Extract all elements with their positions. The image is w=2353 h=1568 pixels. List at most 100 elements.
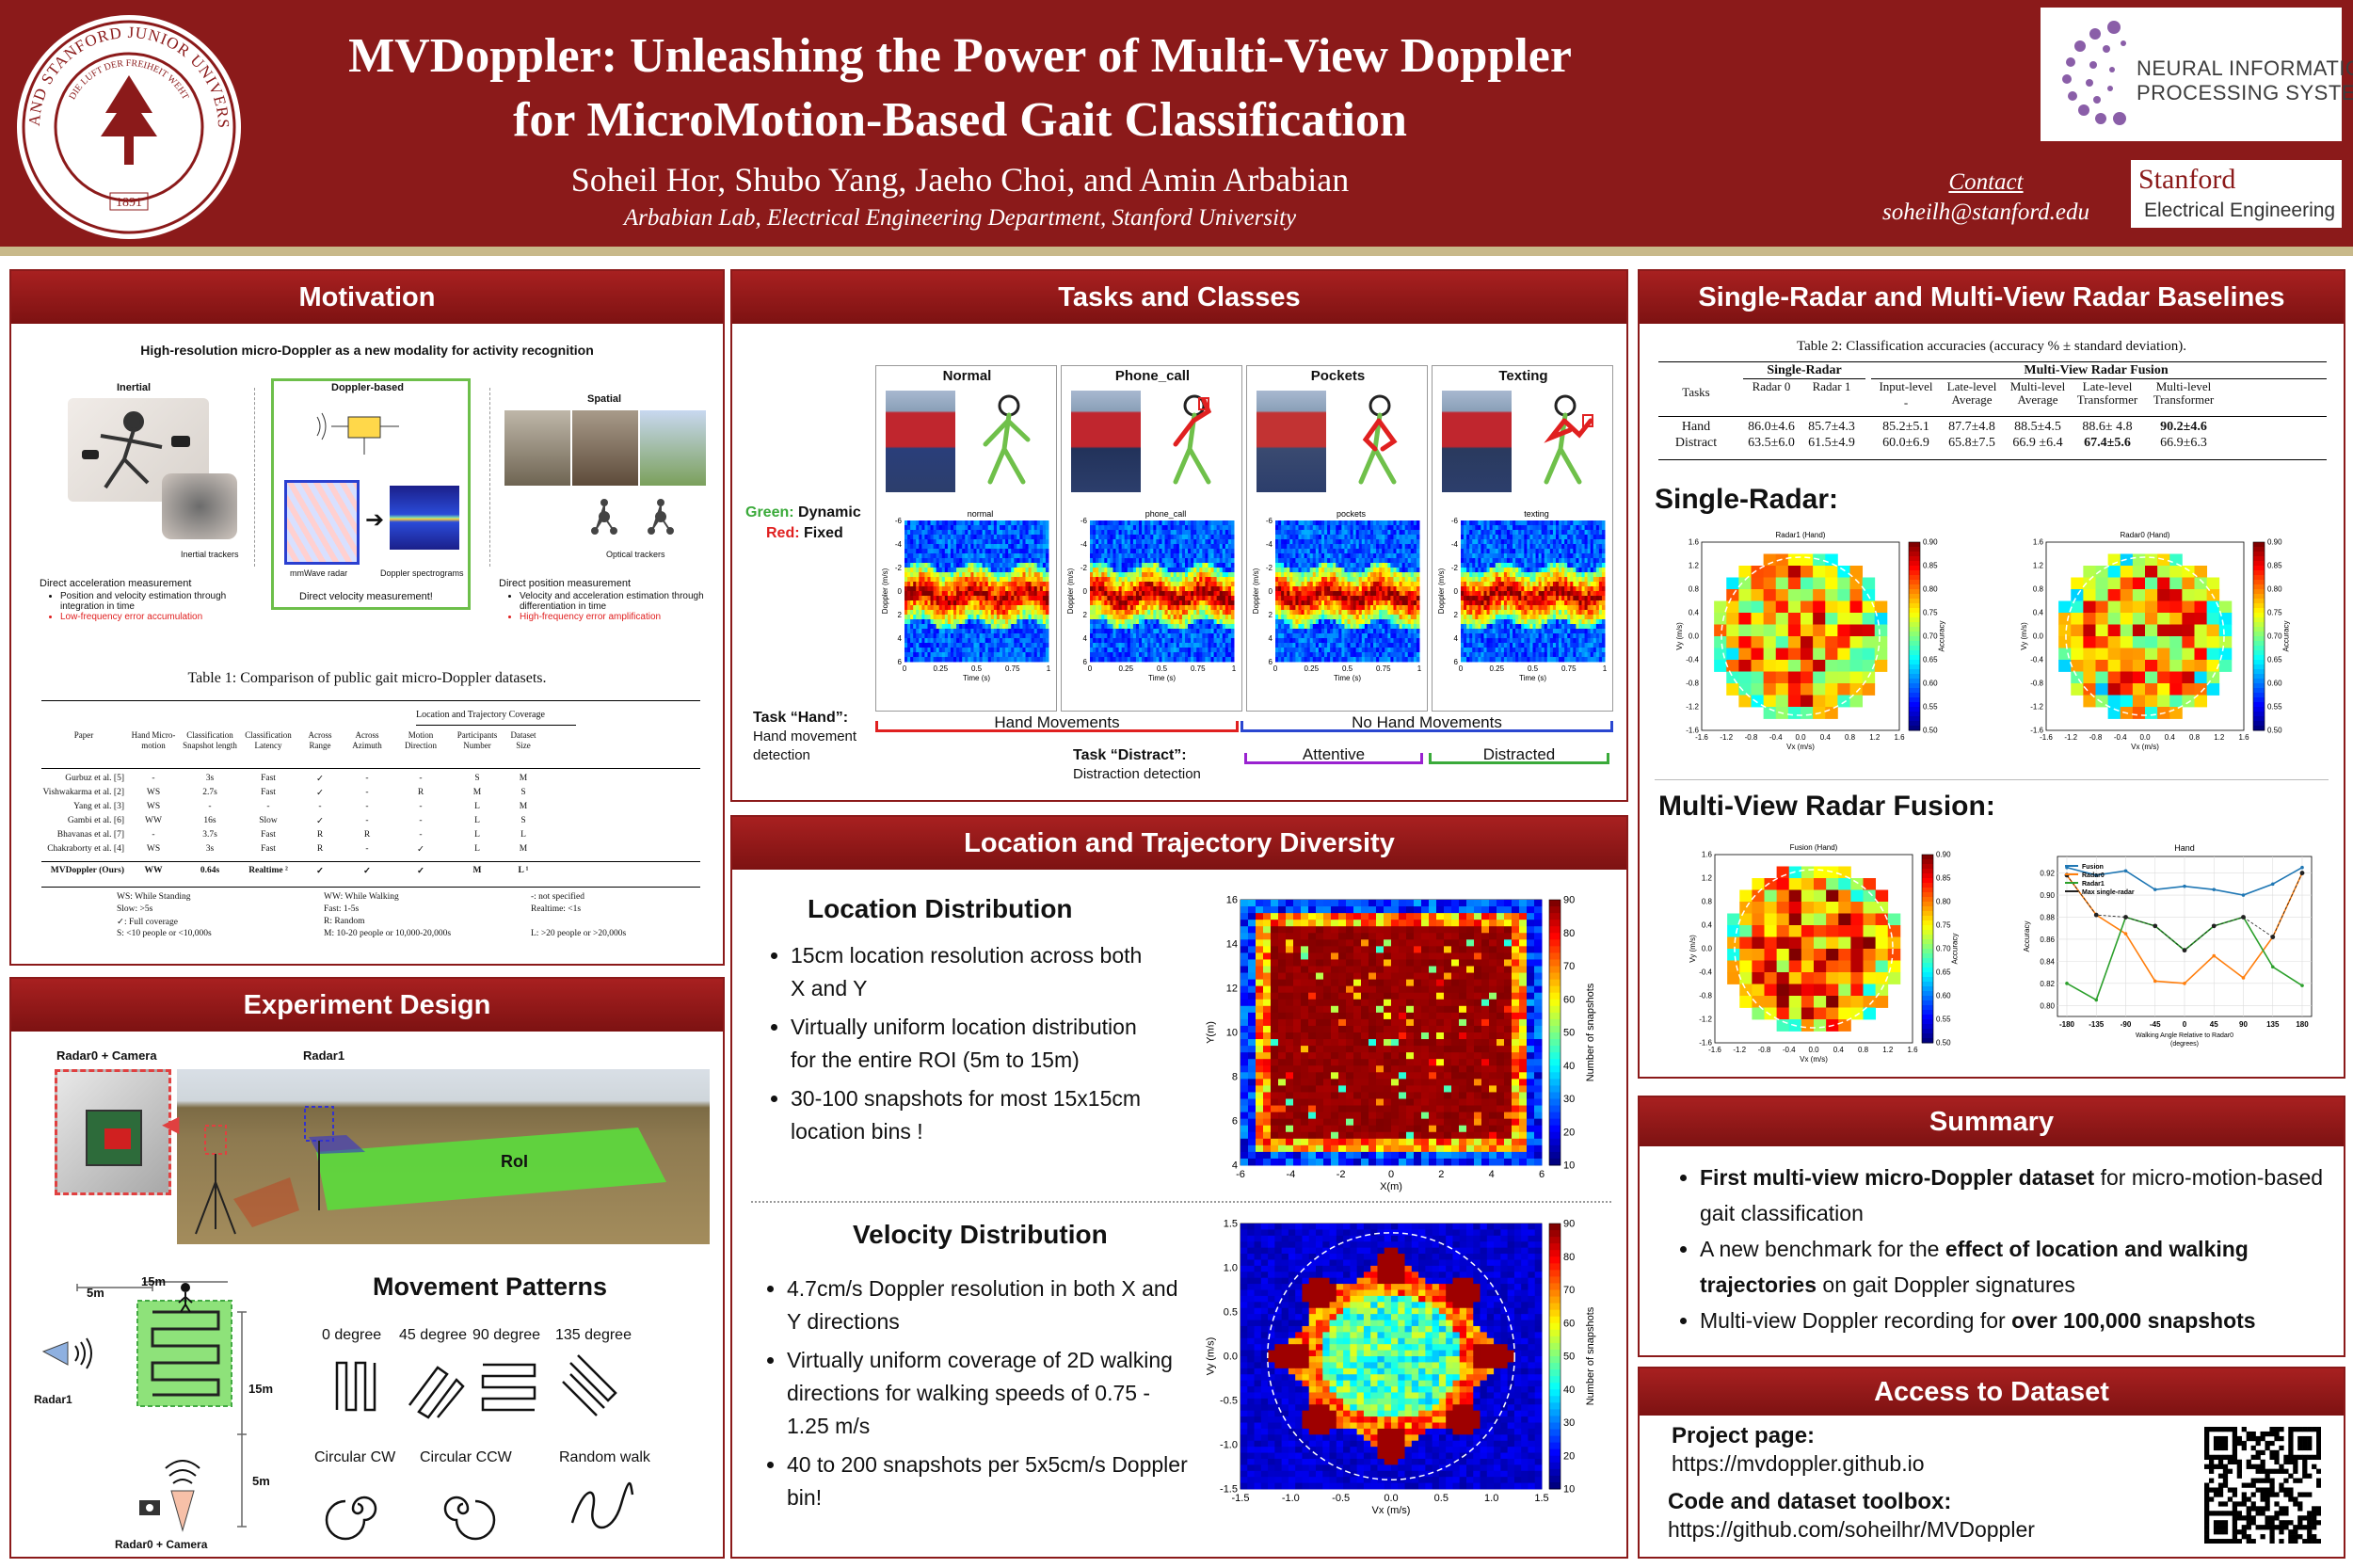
velocity-bullet: 4.7cm/s Doppler resolution in both X and… <box>787 1272 1188 1338</box>
heatmap-ytick: 0.0 <box>1702 945 1713 953</box>
table2-cell: 65.8±7.5 <box>1948 436 1995 450</box>
summary-bullet-2: A new benchmark for the effect of locati… <box>1700 1231 2330 1303</box>
colorbar-tick: 0.70 <box>1923 632 1938 641</box>
access-panel: Access to Dataset Project page: https://… <box>1638 1367 2345 1559</box>
col-spatial-label: Spatial <box>587 393 622 405</box>
subject-photo <box>886 391 955 492</box>
spectrogram-ytick: 4 <box>1454 634 1459 643</box>
summary-b1-rest: for micro-motion-based gait classificati… <box>1700 1165 2324 1225</box>
spectrogram-ytick: -2 <box>1451 564 1459 572</box>
heatmap-ytick: 1.6 <box>1702 851 1713 859</box>
heatmap-ytick: 0.8 <box>2033 585 2044 594</box>
table1-legend-item: ✓: Full coverage <box>117 918 178 927</box>
colorbar-tick: 0.90 <box>1936 851 1951 859</box>
contact-email[interactable]: soheilh@stanford.edu <box>1882 200 2089 225</box>
neurips-text-line1: NEURAL INFORMATION <box>2137 56 2353 80</box>
mmwave-radar-label: mmWave radar <box>290 568 348 578</box>
experiment-panel: Experiment Design Radar0 + Camera Radar1… <box>9 977 725 1559</box>
table2-rule-bottom <box>1658 459 2327 460</box>
project-page-url[interactable]: https://mvdoppler.github.io <box>1672 1451 1925 1476</box>
colorbar-tick: 60 <box>1563 994 1575 1005</box>
colorbar-tick: 0.50 <box>1936 1039 1951 1048</box>
heatmap-ytick: -0.8 <box>1699 992 1712 1000</box>
table1-cell: - <box>152 774 155 783</box>
velocity-heatmap: -1.5 -1.0 -0.5 0.0 0.5 1.0 1.5 -1.5 -1.0 -0.5 0.0 0… <box>1205 1219 1596 1516</box>
movement-patterns-title: Movement Patterns <box>373 1272 608 1301</box>
location-title: Location and Trajectory Diversity <box>732 817 1626 870</box>
motivation-title: Motivation <box>11 271 723 324</box>
heatmap-xtick: -0.5 <box>1332 1493 1350 1504</box>
stick-figure-icon <box>1544 394 1593 485</box>
spectrogram-ytick: 4 <box>898 634 903 643</box>
table2-rule-mid <box>1658 416 2327 417</box>
line-chart-ytick: 0.82 <box>2040 980 2055 988</box>
spectrogram-xlabel: Time (s) <box>1334 674 1361 682</box>
table2-cell: 66.9 ±6.4 <box>2012 436 2063 450</box>
line-chart-xtick: 180 <box>2296 1020 2309 1029</box>
colorbar-tick: 0.80 <box>1936 898 1951 906</box>
table1-cell: Yang et al. [3] <box>73 802 124 811</box>
task-hand-label: Task “Hand”: <box>753 710 849 726</box>
heatmap-ytick: 14 <box>1226 939 1238 951</box>
table2-cell: 67.4±5.6 <box>2084 436 2131 450</box>
table1-header-cell: Paper <box>73 730 94 740</box>
table1-legend-item: L: >20 people or >20,000s <box>531 929 627 938</box>
table1-cell: - <box>152 830 155 840</box>
table1-legend-item: R: Random <box>324 917 365 926</box>
table1-cell: 3s <box>205 844 215 854</box>
code-label: Code and dataset toolbox: <box>1668 1489 1952 1514</box>
heatmap-xtick: -0.4 <box>1769 733 1783 742</box>
colorbar-tick: 30 <box>1563 1417 1575 1429</box>
heatmap-ytick: 0.0 <box>1689 632 1700 641</box>
heatmap-xtick: 1.0 <box>1484 1493 1498 1504</box>
spectrogram-xtick: 1 <box>1603 664 1608 673</box>
heatmap-xtick: 0 <box>1388 1169 1394 1180</box>
baselines-divider <box>1655 779 2329 780</box>
spectrogram-xtick: 1 <box>1417 664 1422 673</box>
stanford-ee-line1: Stanford <box>2138 164 2236 195</box>
heatmap-ytick: 1.2 <box>1702 874 1713 883</box>
hand-movements-label: Hand Movements <box>994 713 1120 731</box>
task-class-column: Texting texting -6 -4 -2 0 2 4 6 0 0.25 0.5 0.75 1 Tim… <box>1432 365 1613 712</box>
pos-bullets: Velocity and acceleration estimation thr… <box>499 591 715 622</box>
acc-bullet-1: Position and velocity estimation through… <box>60 591 256 612</box>
table1-cell: M <box>519 844 528 854</box>
colorbar-tick: 0.65 <box>1936 968 1951 977</box>
stanford-ee-logo: Stanford Electrical Engineering <box>2131 160 2342 228</box>
summary-bullet-1: First multi-view micro-Doppler dataset f… <box>1700 1160 2330 1231</box>
spectrogram-ytick: 2 <box>1083 611 1088 619</box>
line-point <box>2211 923 2217 929</box>
line-point <box>2094 998 2099 1002</box>
table2-header-cell: Late-level Transformer <box>2076 379 2138 407</box>
line-chart-ytick: 0.90 <box>2040 891 2055 900</box>
contact-link[interactable]: Contact <box>1948 169 2024 195</box>
spectrogram-xtick: 0 <box>1273 664 1278 673</box>
project-page-label: Project page: <box>1672 1423 1816 1448</box>
line-point <box>2183 884 2186 888</box>
heatmap-xtick: -1.6 <box>1708 1046 1721 1054</box>
colorbar-tick: 0.85 <box>2267 562 2282 570</box>
table1-cell: ✓ <box>316 775 324 784</box>
heatmap-ytick: 0.0 <box>1224 1352 1238 1363</box>
task-class-name: Normal <box>942 368 992 384</box>
colorbar-tick: 0.80 <box>1923 585 1938 594</box>
room-schematic <box>41 1281 247 1532</box>
circular-ccw-icon <box>443 1496 496 1541</box>
spectrogram-xtick: 0.5 <box>971 664 983 673</box>
colorbar-tick: 0.80 <box>2267 585 2282 594</box>
svg-text:1891: 1891 <box>116 196 142 210</box>
line-point <box>2123 932 2128 936</box>
spectrogram-ytick: 2 <box>1269 611 1273 619</box>
table1-caption: Table 1: Comparison of public gait micro… <box>187 670 547 686</box>
table2-cell: 61.5±4.9 <box>1808 436 1855 450</box>
task-class-name: Pockets <box>1310 368 1366 384</box>
qr-code-icon[interactable] <box>2204 1427 2321 1544</box>
table1-cell: - <box>365 844 369 854</box>
colorbar-tick: 10 <box>1563 1484 1575 1496</box>
line-point <box>2094 873 2099 877</box>
code-url[interactable]: https://github.com/soheilhr/MVDoppler <box>1668 1517 2035 1542</box>
heatmap-xtick: 0.8 <box>1858 1046 1869 1054</box>
spectrogram-ytick: -6 <box>1266 517 1273 525</box>
colorbar-tick: 0.70 <box>2267 632 2282 641</box>
line-chart-ytick: 0.86 <box>2040 936 2055 944</box>
